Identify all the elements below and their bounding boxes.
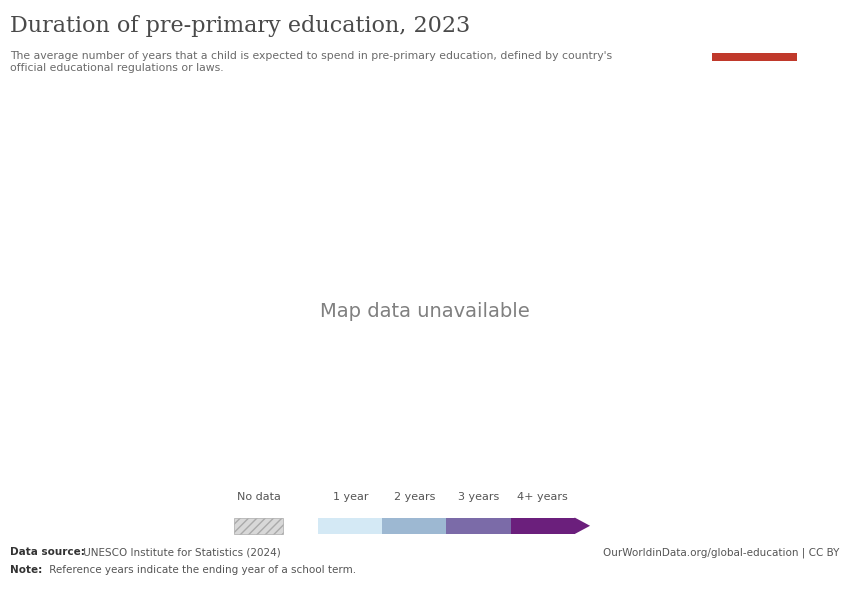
Text: Note:: Note: [10,565,43,575]
Text: Map data unavailable: Map data unavailable [320,302,530,322]
Text: No data: No data [236,492,280,502]
FancyBboxPatch shape [382,517,446,534]
Text: 2 years: 2 years [394,492,435,502]
FancyBboxPatch shape [446,517,511,534]
FancyBboxPatch shape [511,517,575,534]
Text: OurWorldinData.org/global-education | CC BY: OurWorldinData.org/global-education | CC… [604,547,840,558]
Text: 4+ years: 4+ years [517,492,568,502]
FancyBboxPatch shape [318,517,382,534]
Text: Reference years indicate the ending year of a school term.: Reference years indicate the ending year… [46,565,356,575]
Polygon shape [575,517,590,534]
Text: 1 year: 1 year [332,492,368,502]
Text: 3 years: 3 years [458,492,499,502]
Bar [712,53,797,61]
Text: UNESCO Institute for Statistics (2024): UNESCO Institute for Statistics (2024) [80,547,280,557]
Text: Data source:: Data source: [10,547,85,557]
Text: Our World: Our World [728,21,782,30]
Text: in Data: in Data [735,35,774,44]
FancyBboxPatch shape [235,517,283,534]
Text: The average number of years that a child is expected to spend in pre-primary edu: The average number of years that a child… [10,51,612,73]
Text: Duration of pre-primary education, 2023: Duration of pre-primary education, 2023 [10,15,470,37]
